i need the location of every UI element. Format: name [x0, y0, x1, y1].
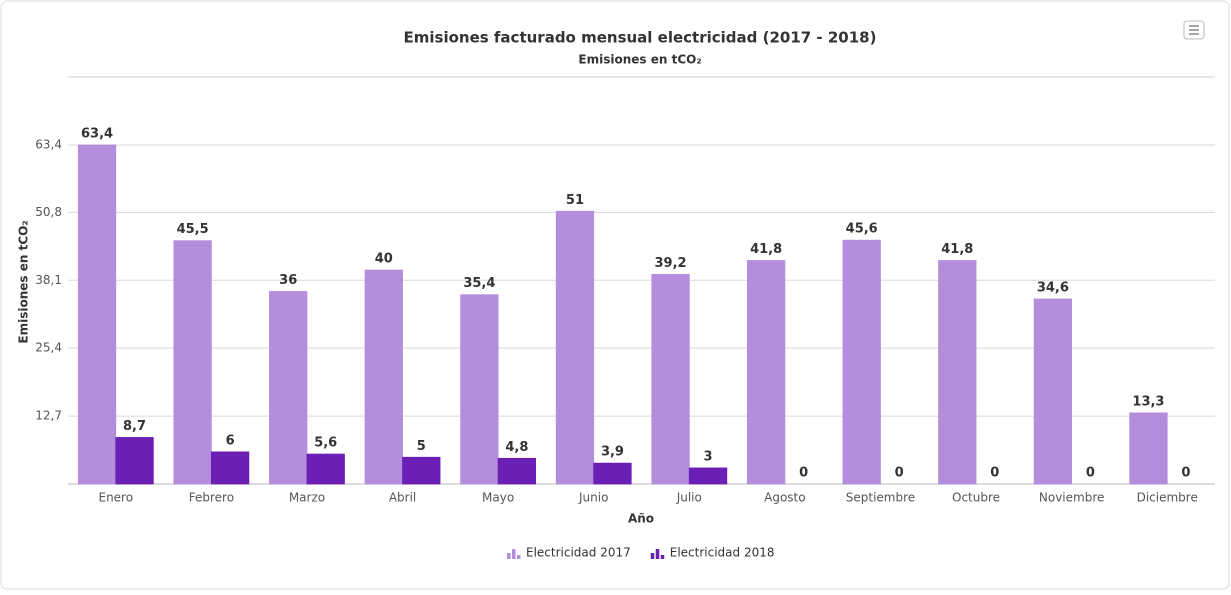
- bar: [1129, 412, 1168, 485]
- menu-button[interactable]: [1183, 20, 1205, 40]
- bar: [651, 273, 690, 485]
- bar: [746, 260, 786, 485]
- legend-label: Electricidad 2017: [526, 546, 631, 560]
- data-label: 0: [1181, 466, 1190, 481]
- y-axis-title: Emisiones en tCO₂: [17, 220, 31, 343]
- chart-title: Emisiones facturado mensual electricidad…: [404, 29, 877, 47]
- bar: [269, 291, 308, 485]
- y-tick-label: 12,7: [35, 409, 62, 423]
- x-tick-label: Septiembre: [846, 491, 915, 505]
- bar: [842, 239, 881, 485]
- bar: [555, 210, 595, 485]
- legend: Electricidad 2017 Electricidad 2018: [507, 546, 775, 560]
- data-label: 0: [799, 466, 808, 481]
- x-tick-label: Octubre: [952, 491, 1000, 505]
- y-tick-label: 50,8: [35, 205, 62, 219]
- x-axis-title: Año: [628, 512, 654, 526]
- data-label: 41,8: [750, 242, 782, 257]
- chart-subtitle: Emisiones en tCO₂: [578, 53, 701, 67]
- data-label: 13,3: [1132, 394, 1164, 409]
- data-label: 0: [895, 466, 904, 481]
- data-label: 6: [226, 433, 235, 448]
- x-tick-label: Junio: [578, 491, 608, 505]
- x-tick-label: Marzo: [289, 491, 325, 505]
- data-label: 4,8: [505, 440, 528, 455]
- legend-item: Electricidad 2017: [507, 546, 631, 560]
- data-label: 3,9: [601, 445, 624, 460]
- x-tick-label: Diciembre: [1137, 491, 1198, 505]
- bar: [402, 456, 441, 485]
- bar: [688, 467, 728, 485]
- data-label: 5: [417, 439, 426, 454]
- bar: [460, 294, 499, 485]
- legend-label: Electricidad 2018: [670, 546, 775, 560]
- data-label: 39,2: [655, 256, 687, 271]
- data-label: 34,6: [1037, 280, 1069, 295]
- bar: [173, 240, 212, 485]
- legend-swatch: [517, 555, 521, 559]
- data-label: 41,8: [941, 242, 973, 257]
- bar: [938, 260, 977, 485]
- data-label: 0: [990, 466, 999, 481]
- bar: [364, 269, 403, 485]
- y-tick-label: 25,4: [35, 341, 62, 355]
- legend-swatch: [512, 549, 516, 559]
- data-label: 35,4: [463, 276, 495, 291]
- bar: [210, 451, 250, 485]
- data-label: 51: [566, 193, 584, 208]
- data-label: 0: [1086, 466, 1095, 481]
- legend-swatch: [507, 553, 511, 559]
- x-tick-label: Enero: [98, 491, 133, 505]
- x-tick-label: Abril: [389, 491, 416, 505]
- x-tick-label: Febrero: [189, 491, 234, 505]
- x-tick-label: Julio: [676, 491, 702, 505]
- data-label: 3: [704, 449, 713, 464]
- data-label: 36: [279, 273, 297, 288]
- bar: [1033, 298, 1073, 485]
- data-label: 45,5: [177, 222, 209, 237]
- legend-swatch: [655, 549, 660, 559]
- data-label: 45,6: [846, 222, 878, 237]
- x-tick-label: Agosto: [764, 491, 805, 505]
- bar: [306, 453, 345, 485]
- bar: [497, 457, 537, 485]
- data-label: 63,4: [81, 127, 113, 142]
- x-tick-label: Mayo: [482, 491, 514, 505]
- menu-icon[interactable]: [1189, 25, 1199, 35]
- legend-swatch: [660, 555, 665, 559]
- bar: [115, 437, 154, 485]
- y-tick-label: 38,1: [35, 273, 62, 287]
- data-label: 5,6: [314, 436, 337, 451]
- y-tick-label: 63,4: [35, 138, 62, 152]
- legend-item: Electricidad 2018: [650, 546, 775, 560]
- bar: [593, 462, 632, 485]
- legend-swatch: [650, 553, 655, 559]
- x-tick-label: Noviembre: [1039, 491, 1105, 505]
- data-label: 40: [375, 252, 393, 267]
- data-label: 8,7: [123, 419, 146, 434]
- bar: [77, 144, 117, 485]
